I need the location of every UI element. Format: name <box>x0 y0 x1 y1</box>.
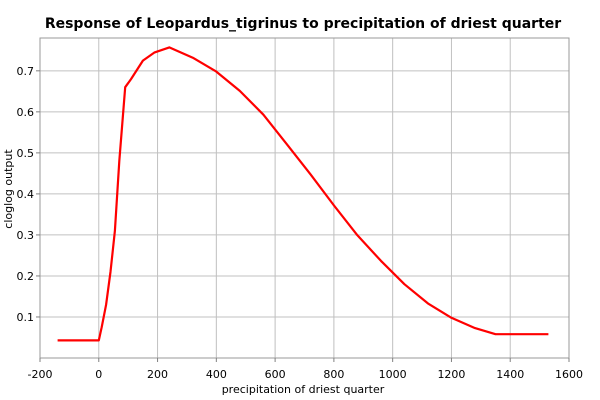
chart-title: Response of Leopardus_tigrinus to precip… <box>45 16 561 32</box>
y-tick-label: 0.2 <box>17 270 35 283</box>
x-tick-label: 200 <box>147 368 168 381</box>
x-tick-label: 600 <box>265 368 286 381</box>
y-tick-label: 0.1 <box>17 311 35 324</box>
y-tick-label: 0.6 <box>17 106 35 119</box>
x-tick-label: 1400 <box>496 368 524 381</box>
y-tick-label: 0.5 <box>17 147 35 160</box>
x-tick-label: 800 <box>323 368 344 381</box>
x-tick-label: 0 <box>95 368 102 381</box>
x-tick-label: 1000 <box>379 368 407 381</box>
x-axis-label: precipitation of driest quarter <box>222 383 385 396</box>
x-tick-label: 1200 <box>437 368 465 381</box>
y-tick-label: 0.3 <box>17 229 35 242</box>
y-tick-label: 0.7 <box>17 65 35 78</box>
y-tick-label: 0.4 <box>17 188 35 201</box>
y-axis-label: cloglog output <box>2 149 15 229</box>
x-tick-label: -200 <box>28 368 53 381</box>
x-tick-label: 1600 <box>555 368 583 381</box>
x-tick-label: 400 <box>206 368 227 381</box>
